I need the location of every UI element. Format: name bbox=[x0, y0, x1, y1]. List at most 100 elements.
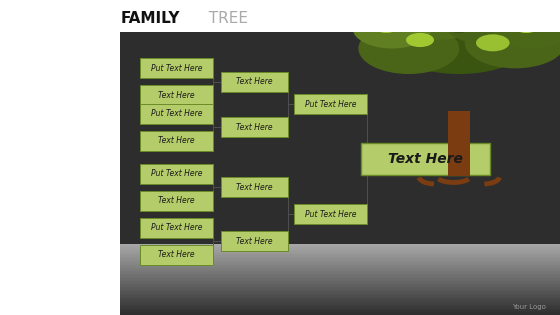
FancyBboxPatch shape bbox=[140, 191, 213, 211]
Bar bbox=[120, 305, 560, 306]
Text: Put Text Here: Put Text Here bbox=[151, 64, 202, 73]
Bar bbox=[120, 261, 560, 263]
Text: Put Text Here: Put Text Here bbox=[151, 223, 202, 232]
Circle shape bbox=[539, 0, 560, 14]
Circle shape bbox=[427, 0, 458, 11]
Circle shape bbox=[476, 34, 510, 51]
Text: FAMILY: FAMILY bbox=[120, 11, 180, 26]
FancyBboxPatch shape bbox=[221, 117, 288, 137]
Bar bbox=[120, 257, 560, 258]
Bar bbox=[120, 281, 560, 282]
Bar bbox=[120, 268, 560, 270]
FancyBboxPatch shape bbox=[140, 131, 213, 151]
Bar bbox=[120, 297, 560, 298]
FancyBboxPatch shape bbox=[140, 104, 213, 124]
Bar bbox=[120, 314, 560, 315]
Text: Text Here: Text Here bbox=[236, 237, 273, 245]
Text: Your Logo: Your Logo bbox=[512, 304, 546, 310]
Bar bbox=[120, 254, 560, 255]
Bar bbox=[120, 298, 560, 299]
Bar bbox=[120, 272, 560, 274]
Text: TREE: TREE bbox=[199, 11, 248, 26]
Bar bbox=[120, 253, 560, 254]
Circle shape bbox=[372, 19, 400, 33]
Bar bbox=[120, 246, 560, 247]
Bar bbox=[448, 111, 470, 176]
Bar bbox=[120, 291, 560, 292]
Ellipse shape bbox=[349, 16, 368, 24]
FancyBboxPatch shape bbox=[221, 231, 288, 251]
Text: Put Text Here: Put Text Here bbox=[305, 209, 356, 219]
Text: Text Here: Text Here bbox=[236, 123, 273, 132]
Circle shape bbox=[353, 9, 431, 49]
Circle shape bbox=[353, 0, 386, 12]
Bar bbox=[120, 299, 560, 301]
Text: Text Here: Text Here bbox=[236, 77, 273, 86]
Ellipse shape bbox=[556, 16, 560, 24]
Circle shape bbox=[493, 9, 560, 49]
Bar bbox=[120, 248, 560, 250]
Bar bbox=[120, 284, 560, 285]
Bar bbox=[120, 301, 560, 302]
FancyBboxPatch shape bbox=[140, 59, 213, 78]
Bar bbox=[120, 250, 560, 251]
Circle shape bbox=[445, 19, 473, 33]
Bar bbox=[120, 258, 560, 260]
Circle shape bbox=[414, 0, 504, 20]
Bar bbox=[120, 302, 560, 304]
Bar bbox=[120, 274, 560, 275]
Circle shape bbox=[358, 23, 459, 74]
Circle shape bbox=[384, 0, 456, 10]
FancyBboxPatch shape bbox=[140, 218, 213, 238]
Text: Text Here: Text Here bbox=[158, 136, 195, 145]
Circle shape bbox=[420, 6, 442, 17]
Bar bbox=[0, 32, 120, 315]
Bar bbox=[120, 308, 560, 309]
Bar bbox=[120, 247, 560, 248]
Bar bbox=[120, 287, 560, 288]
FancyBboxPatch shape bbox=[140, 85, 213, 105]
Text: Text Here: Text Here bbox=[158, 250, 195, 259]
Circle shape bbox=[468, 0, 540, 13]
Bar bbox=[120, 263, 560, 264]
Text: Text Here: Text Here bbox=[236, 183, 273, 192]
Text: Put Text Here: Put Text Here bbox=[151, 169, 202, 178]
Bar bbox=[120, 294, 560, 295]
FancyBboxPatch shape bbox=[140, 164, 213, 184]
Text: Put Text Here: Put Text Here bbox=[151, 109, 202, 118]
Bar bbox=[120, 285, 560, 287]
Bar bbox=[120, 312, 560, 314]
Bar bbox=[120, 280, 560, 281]
Bar bbox=[120, 32, 560, 244]
Bar bbox=[120, 265, 560, 267]
Circle shape bbox=[512, 19, 540, 33]
Circle shape bbox=[406, 33, 434, 47]
Bar bbox=[120, 277, 560, 278]
FancyBboxPatch shape bbox=[294, 94, 367, 114]
Bar bbox=[120, 275, 560, 277]
Bar bbox=[120, 288, 560, 289]
Bar bbox=[120, 311, 560, 312]
Bar bbox=[120, 282, 560, 284]
Circle shape bbox=[512, 0, 560, 24]
Text: Text Here: Text Here bbox=[158, 196, 195, 205]
Circle shape bbox=[442, 0, 543, 46]
Text: Put Text Here: Put Text Here bbox=[305, 100, 356, 109]
Bar bbox=[120, 255, 560, 257]
Bar bbox=[120, 304, 560, 305]
Bar bbox=[120, 270, 560, 271]
Circle shape bbox=[386, 0, 487, 40]
Bar bbox=[120, 244, 560, 246]
Text: Text Here: Text Here bbox=[158, 91, 195, 100]
FancyBboxPatch shape bbox=[221, 177, 288, 197]
Circle shape bbox=[350, 0, 412, 24]
Circle shape bbox=[381, 0, 538, 74]
Bar bbox=[120, 289, 560, 291]
Bar bbox=[120, 264, 560, 265]
Circle shape bbox=[465, 17, 560, 68]
Bar bbox=[120, 292, 560, 294]
Bar bbox=[120, 260, 560, 261]
FancyBboxPatch shape bbox=[221, 72, 288, 92]
Bar bbox=[120, 295, 560, 297]
Text: Text Here: Text Here bbox=[388, 152, 463, 166]
